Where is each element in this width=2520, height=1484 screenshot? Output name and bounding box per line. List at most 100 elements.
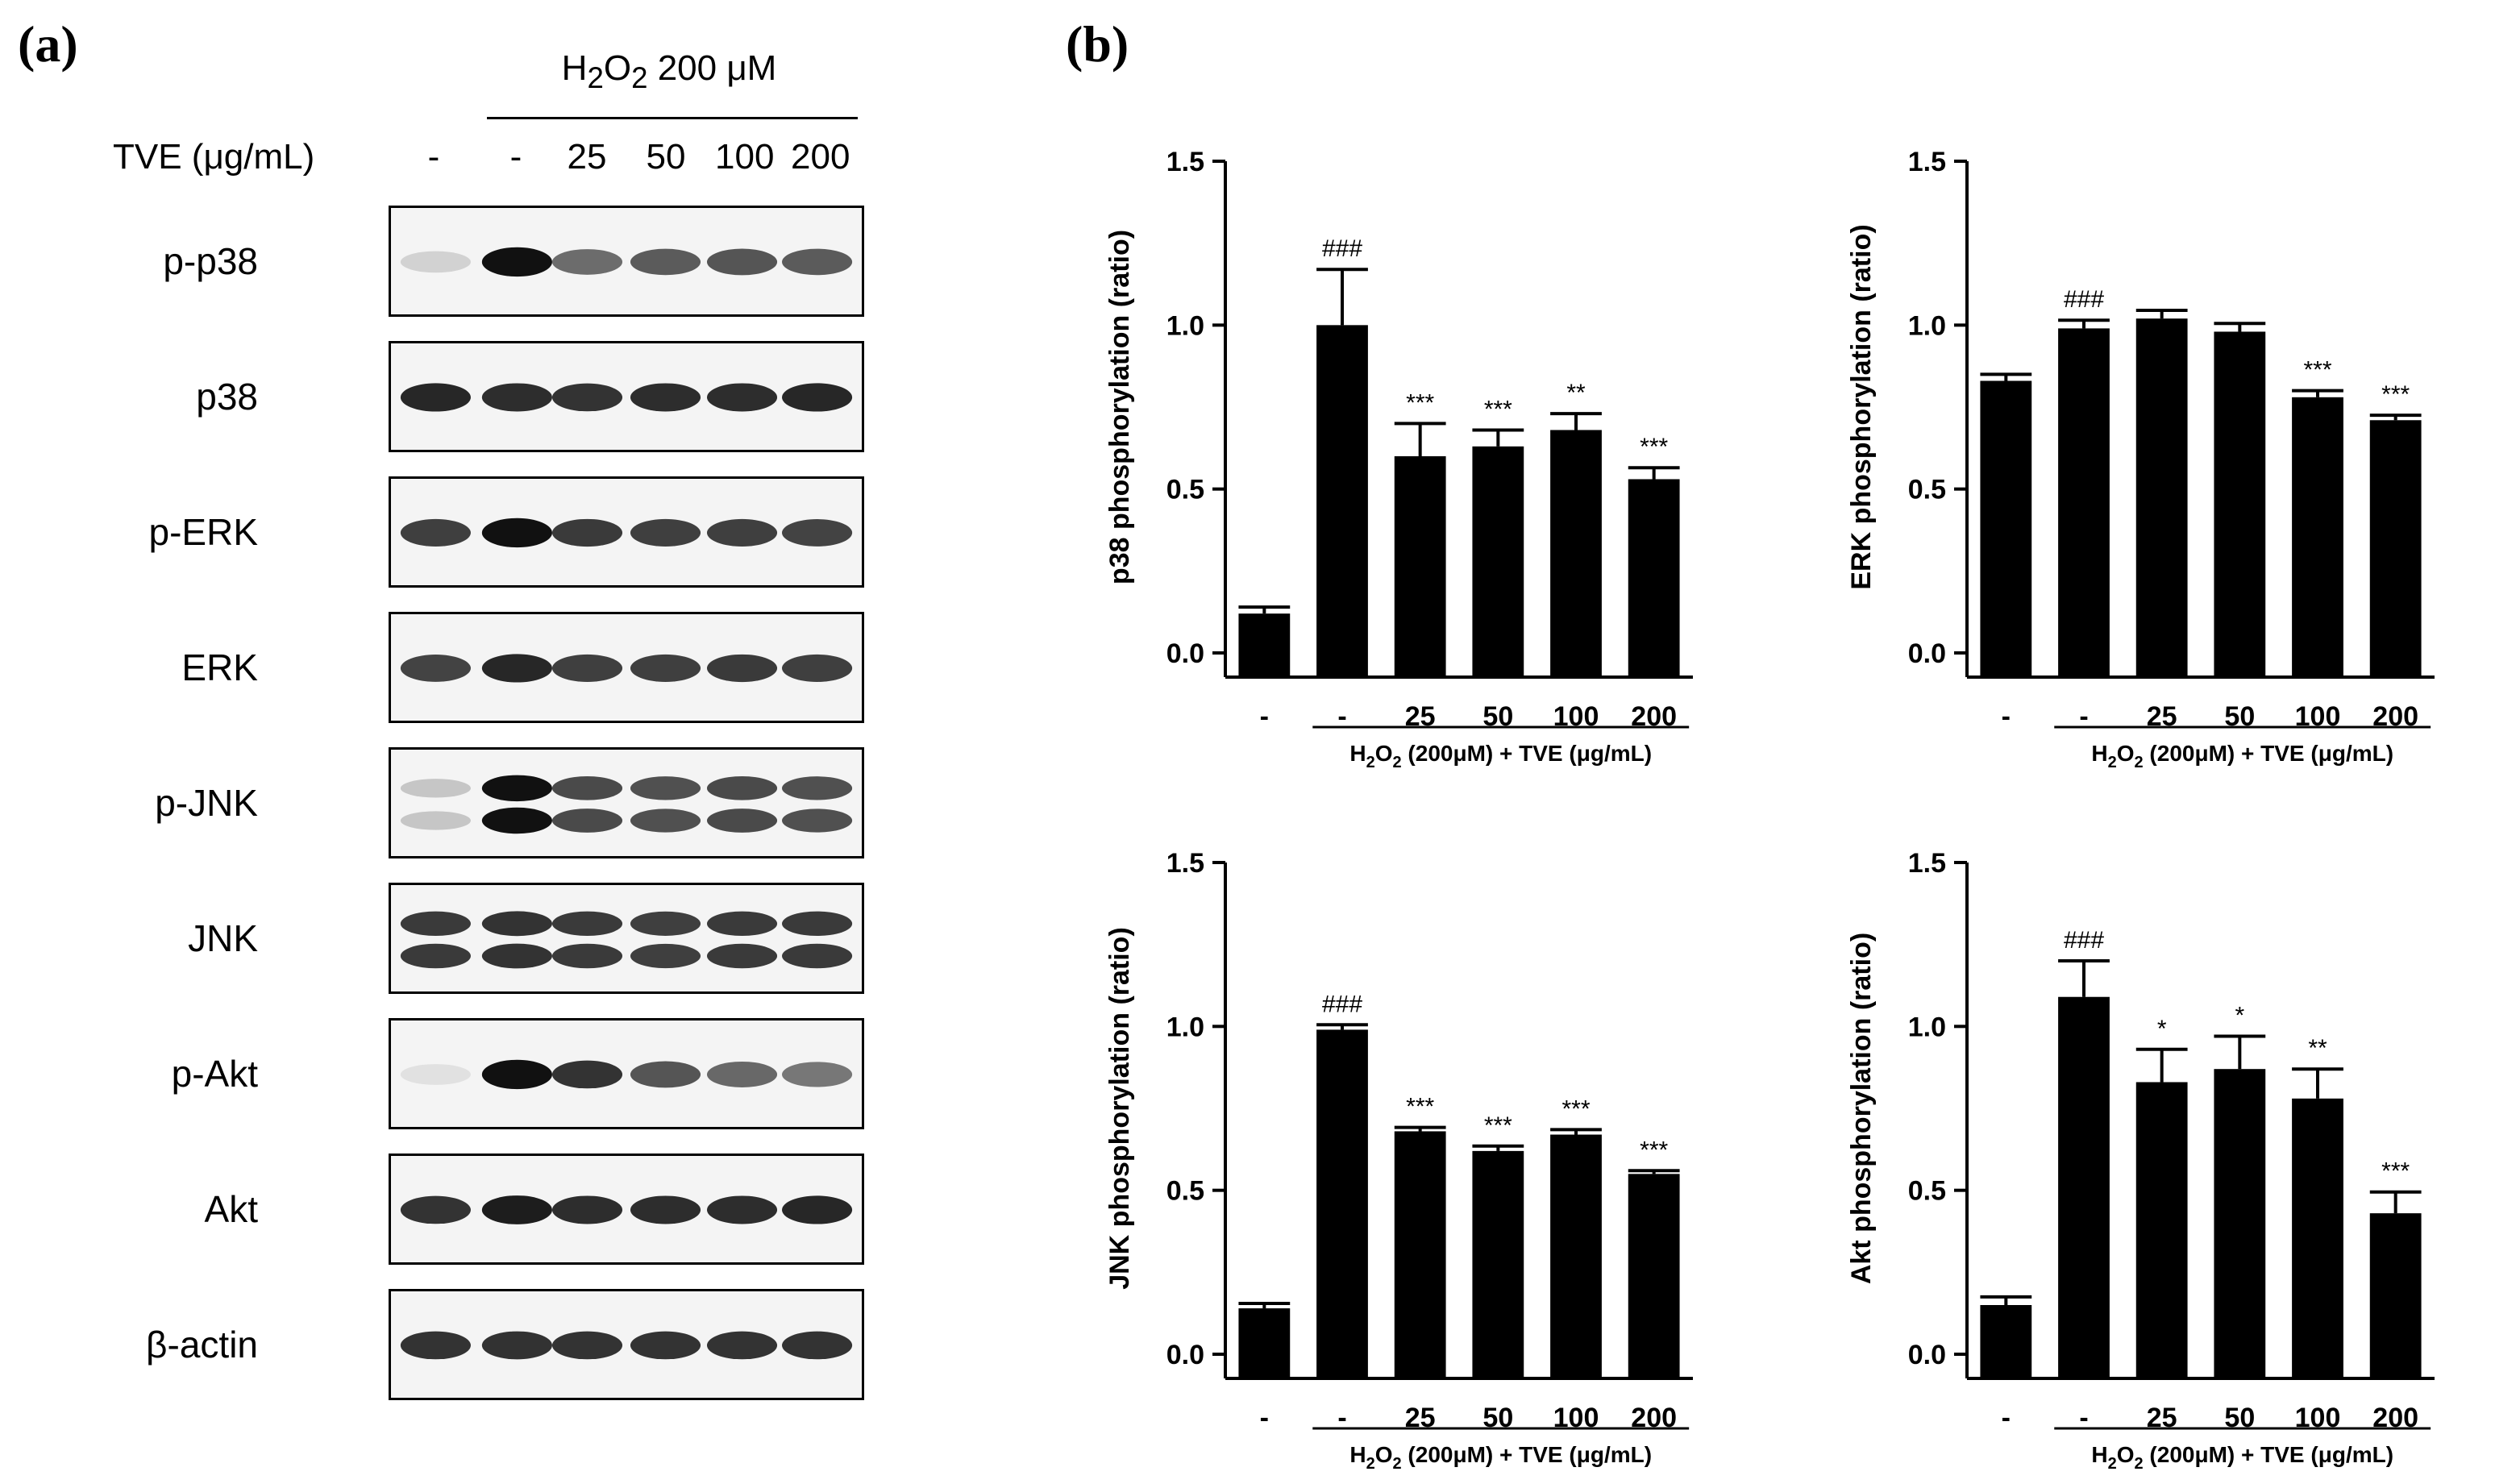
bar — [1316, 325, 1368, 677]
blot-image — [391, 885, 862, 991]
blot-row-label: p-p38 — [163, 240, 258, 282]
blot-membrane — [389, 206, 864, 317]
bar — [2058, 328, 2110, 677]
blot-row: β-actin — [0, 1289, 887, 1410]
bar — [2058, 996, 2110, 1378]
blot-membrane — [389, 1154, 864, 1265]
protein-band — [400, 655, 471, 682]
lane-label: 25 — [567, 137, 607, 177]
significance-label: *** — [1406, 1094, 1434, 1120]
blot-membrane — [389, 747, 864, 858]
x-tick-label: - — [1337, 1403, 1346, 1433]
protein-band — [630, 248, 701, 276]
blot-image — [391, 1021, 862, 1127]
bar — [2292, 397, 2343, 677]
protein-band — [400, 911, 471, 937]
protein-band — [551, 943, 623, 969]
protein-band — [551, 1195, 623, 1224]
protein-band — [400, 1064, 471, 1085]
significance-label: * — [2157, 1016, 2167, 1042]
blot-row-label: p-ERK — [148, 511, 258, 553]
x-tick-label: - — [1260, 701, 1269, 732]
protein-band — [782, 383, 853, 412]
bar-chart: 0.0 0.5 1.0 1.5 Akt phosphorylation (ratio) -… — [1790, 798, 2451, 1473]
protein-band — [706, 943, 778, 969]
protein-band — [551, 776, 623, 800]
group-label-sub: 2 — [2108, 1455, 2117, 1473]
tve-concentration-label: TVE (μg/mL) — [113, 137, 315, 177]
protein-band — [706, 518, 778, 547]
significance-label: * — [2235, 1003, 2244, 1029]
bar — [2369, 1213, 2422, 1378]
blot-row-label: β-actin — [146, 1324, 258, 1366]
protein-band — [481, 943, 552, 969]
x-tick-label: - — [1260, 1403, 1269, 1433]
significance-label: *** — [1406, 389, 1434, 416]
protein-band — [551, 383, 623, 412]
blot-membrane — [389, 341, 864, 452]
lane-label: 50 — [646, 137, 686, 177]
bar — [2214, 331, 2266, 677]
significance-label: ** — [1566, 380, 1586, 406]
blot-image — [391, 1156, 862, 1262]
bar — [1472, 446, 1524, 677]
protein-band — [481, 775, 552, 802]
bar-chart: 0.0 0.5 1.0 1.5 p38 phosphorylation (ratio) -… — [1048, 97, 1709, 771]
group-label-h: H — [1349, 741, 1366, 766]
protein-band — [630, 776, 701, 800]
y-tick-label: 0.5 — [1908, 475, 1946, 505]
bar-chart-svg: 0.0 0.5 1.0 1.5 ERK phosphorylation (ratio) -… — [1846, 147, 2435, 771]
group-label-suffix: (200μM) + TVE (μg/mL) — [2144, 1442, 2393, 1467]
blot-image — [391, 1291, 862, 1398]
protein-band — [706, 654, 778, 683]
bar-chart-svg: 0.0 0.5 1.0 1.5 p38 phosphorylation (ratio) -… — [1104, 147, 1693, 771]
bar — [1628, 479, 1680, 677]
protein-band — [481, 911, 552, 937]
protein-band — [481, 1331, 552, 1360]
y-axis-label: Akt phosphorylation (ratio) — [1846, 933, 1877, 1284]
blot-row-label: Akt — [204, 1188, 258, 1230]
protein-band — [551, 809, 623, 833]
significance-label: *** — [2381, 1158, 2410, 1185]
protein-band — [400, 518, 471, 547]
panel-label-a: (a) — [18, 15, 78, 73]
group-label-o: O — [1375, 741, 1393, 766]
protein-band — [400, 943, 471, 969]
significance-label: *** — [1484, 1112, 1512, 1139]
y-tick-label: 0.0 — [1166, 638, 1204, 669]
protein-band — [630, 911, 701, 936]
y-tick-label: 1.5 — [1166, 848, 1204, 879]
protein-band — [551, 911, 623, 937]
blot-row-label: p-Akt — [171, 1053, 258, 1095]
bar — [1238, 1308, 1291, 1378]
x-tick-label: - — [1337, 701, 1346, 732]
group-label-sub: 2 — [1366, 1455, 1375, 1473]
group-label-sub: 2 — [1366, 754, 1375, 771]
y-tick-label: 0.5 — [1166, 1176, 1204, 1207]
blot-background — [391, 885, 862, 991]
y-tick-label: 1.5 — [1908, 147, 1946, 177]
protein-band — [706, 1331, 778, 1360]
group-label-o: O — [2117, 1442, 2135, 1467]
blot-image — [391, 479, 862, 585]
blot-row-label: JNK — [188, 917, 258, 959]
blot-image — [391, 343, 862, 450]
bar — [1628, 1174, 1680, 1378]
significance-label: ### — [2064, 286, 2104, 313]
bar-chart: 0.0 0.5 1.0 1.5 ERK phosphorylation (ratio) -… — [1790, 97, 2451, 771]
bar — [1394, 1131, 1446, 1378]
protein-band — [630, 1195, 701, 1224]
protein-band — [706, 383, 778, 412]
protein-band — [630, 383, 701, 412]
blot-row-label: p38 — [196, 376, 258, 418]
bar — [1980, 380, 2032, 677]
blot-row: p-JNK — [0, 747, 887, 868]
group-label-h: H — [2091, 741, 2107, 766]
protein-band — [782, 1062, 853, 1087]
lane-label: - — [427, 137, 440, 177]
y-tick-label: 1.5 — [1166, 147, 1204, 177]
protein-band — [706, 248, 778, 276]
protein-band — [630, 654, 701, 682]
bar — [2292, 1098, 2343, 1378]
y-axis-label: ERK phosphorylation (ratio) — [1846, 224, 1877, 589]
